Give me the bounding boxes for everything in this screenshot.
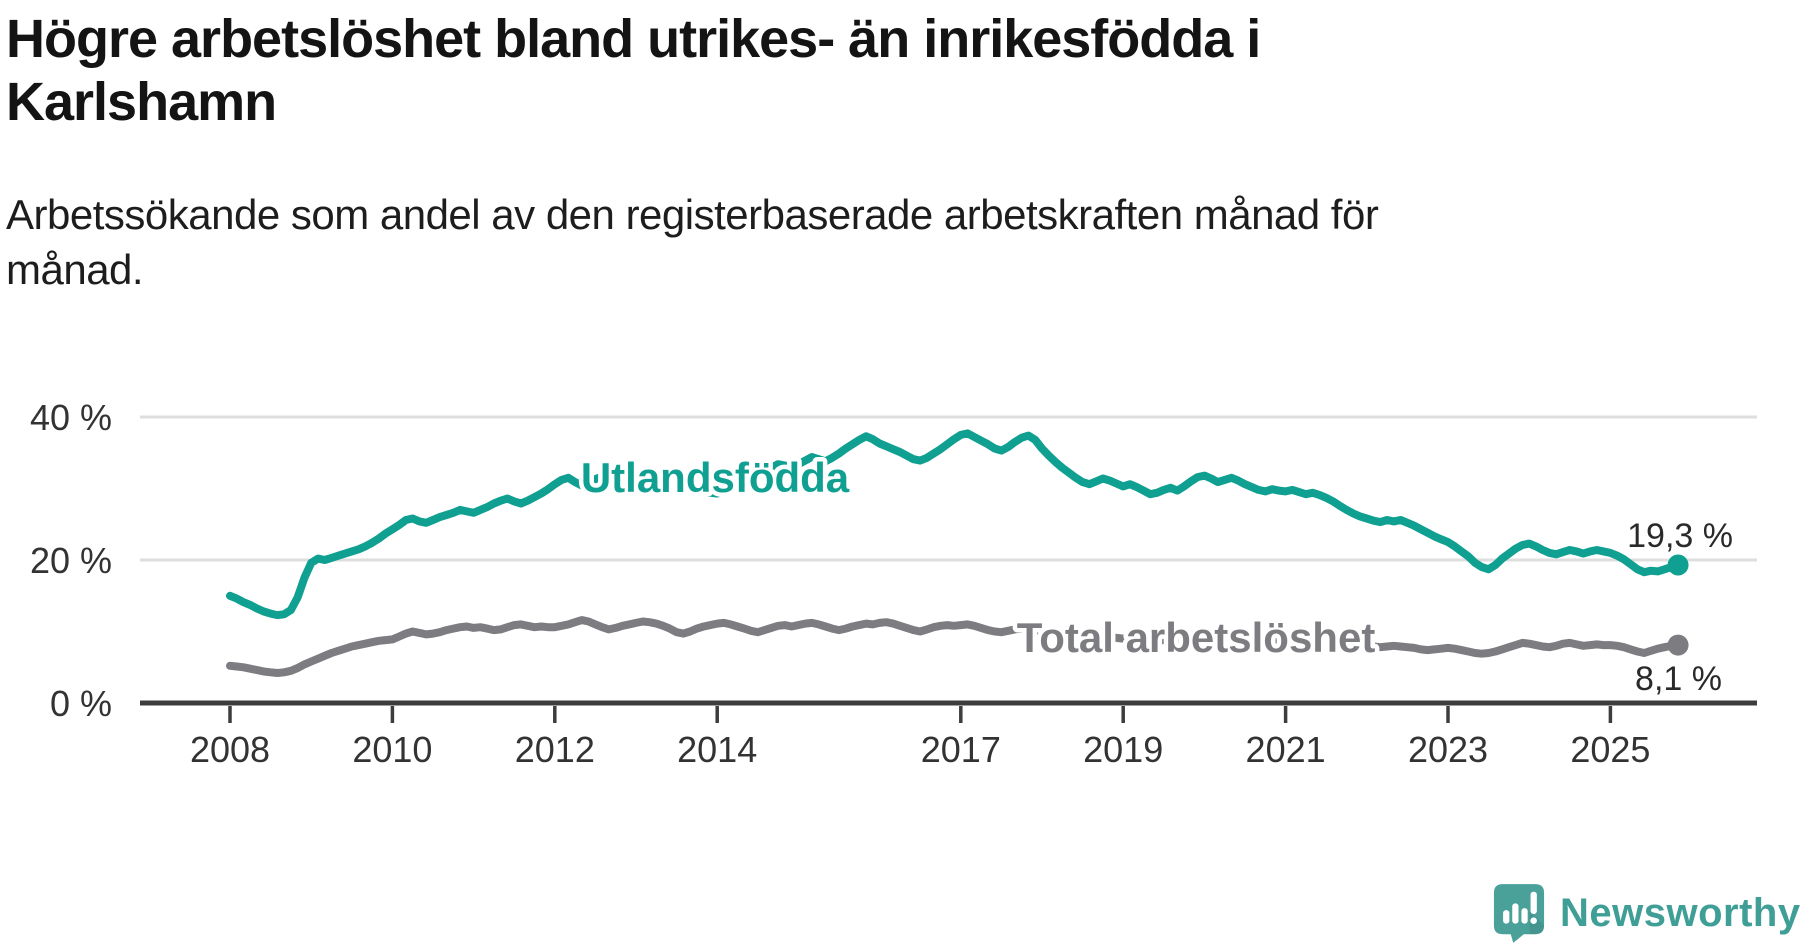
chart-subtitle: Arbetssökande som andel av den registerb… [6,191,1379,293]
x-axis-tick-label: 2019 [1083,729,1163,770]
x-axis-tick-label: 2017 [921,729,1001,770]
x-axis-tick-label: 2021 [1246,729,1326,770]
series-line-total [226,616,1683,677]
newsworthy-logo: Newsworthy [1492,881,1800,945]
x-axis-tick-label: 2023 [1408,729,1488,770]
x-axis-tick-label: 2012 [515,729,595,770]
newsworthy-logo-text: Newsworthy [1560,890,1800,935]
x-axis-tick-label: 2010 [352,729,432,770]
end-value-label-utlandsfodda: 19,3 % [1627,517,1733,555]
chart-title: Högre arbetslöshet bland utrikes- än inr… [6,9,1261,132]
series-label-total-arbetsloshet: Total arbetslöshet [1017,614,1376,661]
chart-plot-area: 0 % 20 % 40 % 2008 2010 2012 2014 2017 2019 2021 2… [30,397,1757,770]
series-end-dot-total [1667,634,1689,656]
y-axis-tick-label: 0 % [50,683,112,724]
series-labels: Utlandsfödda Total arbetslöshet 19,3 % 8… [576,450,1737,703]
x-axis-tick-label: 2014 [677,729,757,770]
series-label-utlandsfodda: Utlandsfödda [581,454,850,501]
x-axis-tick-label: 2008 [190,729,270,770]
y-axis-tick-label: 20 % [30,540,112,581]
series-end-dot-utlandsfodda [1667,554,1689,576]
x-axis-tick-label: 2025 [1570,729,1650,770]
newsworthy-icon [1493,884,1545,943]
series-line-utlandsfodda [226,429,1683,620]
end-value-label-total: 8,1 % [1635,660,1722,698]
y-axis-tick-label: 40 % [30,397,112,438]
